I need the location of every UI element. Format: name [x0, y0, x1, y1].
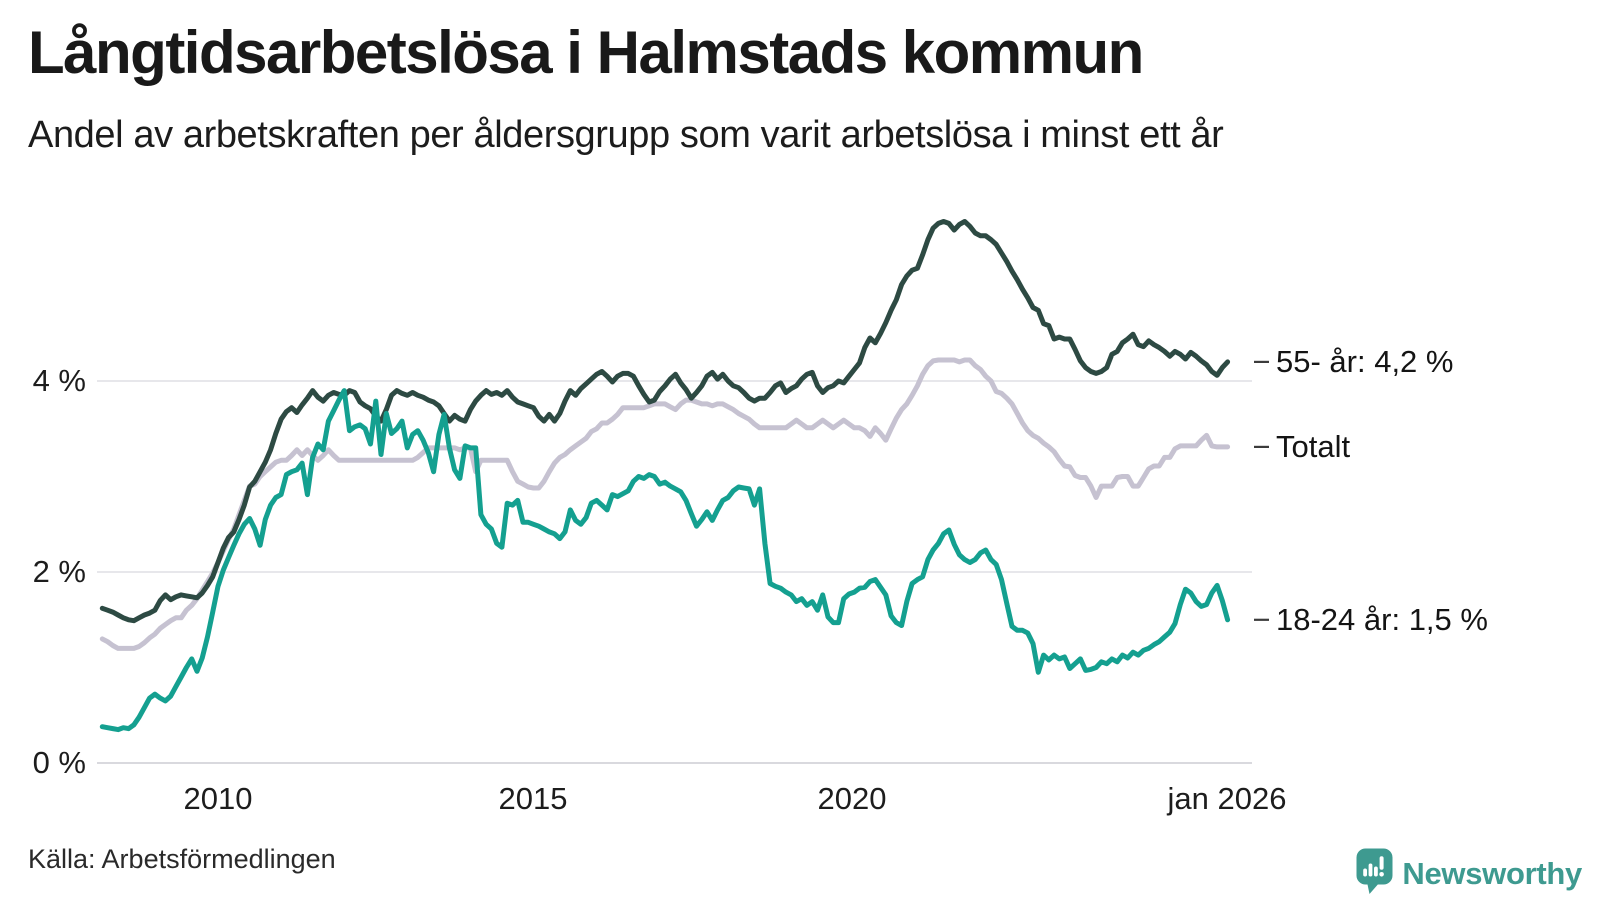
- series-end-label-totalt: Totalt: [1276, 429, 1351, 464]
- newsworthy-wordmark: Newsworthy: [1402, 856, 1582, 891]
- source-note: Källa: Arbetsförmedlingen: [28, 844, 336, 874]
- x-axis-tick-2015: 2015: [498, 781, 568, 816]
- page-subtitle: Andel av arbetskraften per åldersgrupp s…: [28, 114, 1224, 156]
- newsworthy-bubble-chart-icon: [1356, 848, 1393, 900]
- x-axis-tick-2020: 2020: [817, 781, 887, 816]
- x-axis-tick-2010: 2010: [183, 781, 253, 816]
- page-title: Långtidsarbetslösa i Halmstads kommun: [28, 19, 1144, 86]
- y-axis-tick-4: 4 %: [32, 363, 86, 398]
- y-axis-tick-0: 0 %: [32, 745, 86, 780]
- y-axis-tick-2: 2 %: [32, 554, 86, 589]
- series-end-label-18-24-ar: 18-24 år: 1,5 %: [1276, 602, 1488, 637]
- series-end-label-55-ar: 55- år: 4,2 %: [1276, 344, 1454, 379]
- x-axis-tick-jan-2026: jan 2026: [1167, 781, 1287, 816]
- newsworthy-logo: Newsworthy: [1356, 848, 1582, 900]
